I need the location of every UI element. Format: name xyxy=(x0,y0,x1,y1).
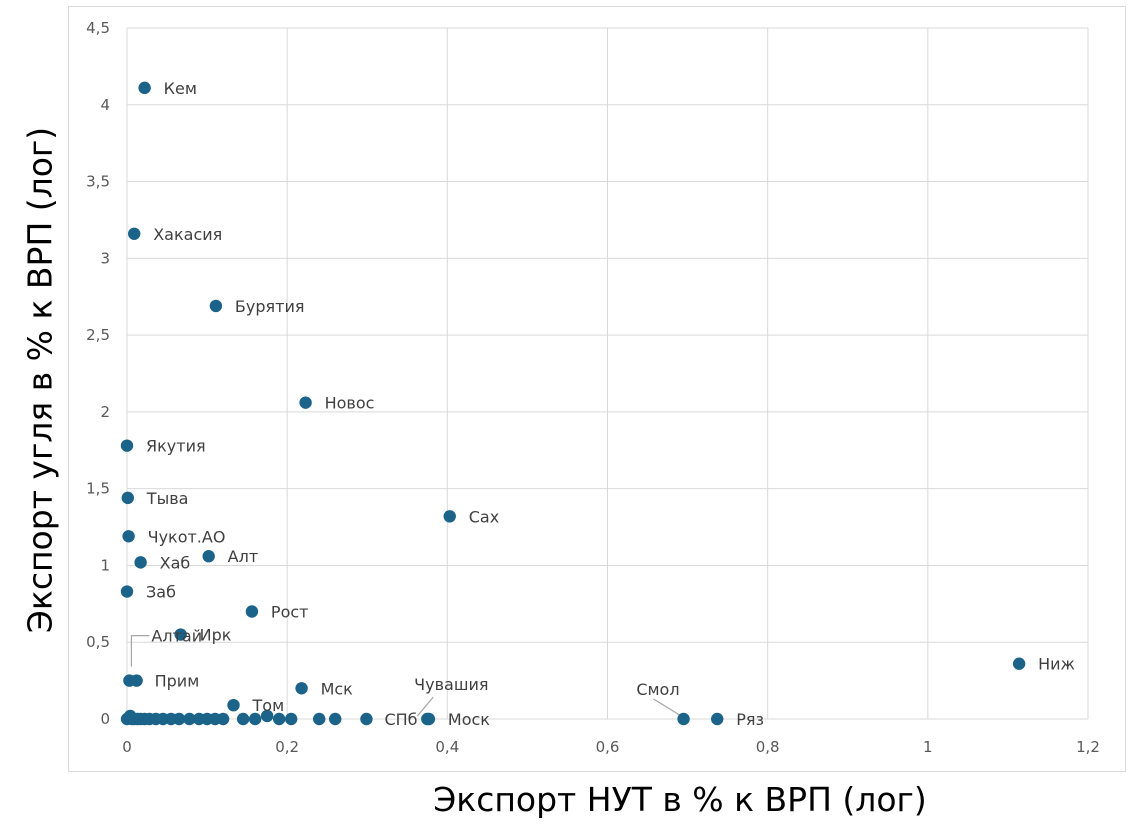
scatter-point xyxy=(130,674,143,687)
point-label: Тыва xyxy=(146,489,189,508)
point-label: Заб xyxy=(146,583,176,602)
scatter-point xyxy=(120,585,134,598)
point-label: Смол xyxy=(636,680,679,699)
point-label: Ирк xyxy=(200,626,232,645)
scatter-point xyxy=(272,712,286,726)
point-label: Чукот.АО xyxy=(148,527,226,546)
x-tick-label: 1 xyxy=(923,738,933,756)
scatter-point xyxy=(248,712,262,726)
scatter-point xyxy=(711,712,724,726)
scatter-point xyxy=(138,81,151,95)
scatter-point xyxy=(260,709,274,723)
point-label: Мск xyxy=(321,679,354,698)
x-tick-label: 0,8 xyxy=(756,738,780,756)
scatter-point xyxy=(174,628,187,641)
point-label: Том xyxy=(252,696,285,715)
scatter-point xyxy=(360,712,373,726)
y-tick-label: 3 xyxy=(100,249,110,267)
scatter-point xyxy=(443,510,456,523)
scatter-point xyxy=(677,712,690,726)
y-tick-label: 1,5 xyxy=(86,480,110,498)
scatter-point xyxy=(202,550,215,563)
chart-frame xyxy=(68,6,1126,772)
scatter-point xyxy=(299,396,312,409)
data-points xyxy=(120,81,1026,726)
x-tick-label: 0,4 xyxy=(435,738,459,756)
y-tick-label: 4,5 xyxy=(86,19,110,37)
y-tick-label: 0,5 xyxy=(86,633,110,651)
scatter-point xyxy=(120,439,134,452)
point-label: Бурятия xyxy=(235,297,305,316)
scatter-point xyxy=(121,491,135,505)
grid-lines xyxy=(126,27,1089,720)
scatter-point xyxy=(1012,657,1026,670)
point-label: Моск xyxy=(448,710,490,729)
point-label: Чувашия xyxy=(414,675,488,694)
point-label: Сах xyxy=(469,507,499,526)
point-label: Рост xyxy=(271,603,309,622)
scatter-point xyxy=(236,712,250,726)
axis-ticks: 0 0,2 0,4 0,6 0,8 1 1,2 0 0,5 1 1,5 2 2,5 3 3,5 4 4,5 xyxy=(86,19,1100,756)
scatter-point xyxy=(122,530,135,543)
scatter-point xyxy=(422,712,436,726)
point-label: Якутия xyxy=(146,437,206,456)
point-label: Алт xyxy=(228,547,259,566)
x-tick-label: 0,2 xyxy=(275,738,299,756)
x-tick-label: 0 xyxy=(122,738,132,756)
scatter-point xyxy=(134,556,147,569)
scatter-point xyxy=(284,712,298,726)
leader-line xyxy=(416,696,434,717)
y-tick-label: 4 xyxy=(100,96,110,114)
x-axis-title: Экспорт НУТ в % к ВРП (лог) xyxy=(433,780,927,819)
scatter-point xyxy=(128,227,141,240)
point-label: Хаб xyxy=(160,553,191,572)
point-label: Ряз xyxy=(736,710,764,729)
y-tick-label: 3,5 xyxy=(86,173,110,191)
y-tick-label: 1 xyxy=(100,556,110,574)
point-label: Новос xyxy=(325,394,375,413)
scatter-point xyxy=(227,698,240,712)
leader-line xyxy=(130,635,150,667)
point-label: Ниж xyxy=(1038,655,1075,674)
scatter-point xyxy=(313,712,326,726)
scatter-point xyxy=(245,605,259,618)
x-tick-label: 0,6 xyxy=(596,738,620,756)
scatter-point xyxy=(183,712,196,726)
y-tick-label: 2,5 xyxy=(86,326,110,344)
scatter-point xyxy=(209,299,223,313)
point-label: Алтай xyxy=(151,627,202,646)
scatter-point xyxy=(172,712,186,726)
point-label: СПб xyxy=(384,710,417,729)
point-label: Прим xyxy=(155,672,200,691)
data-labels: Кем Хакасия Бурятия Новос Якутия Тыва Сах Чукот… xyxy=(146,79,1075,729)
y-tick-label: 0 xyxy=(100,710,110,728)
point-label: Кем xyxy=(164,79,197,98)
scatter-point xyxy=(295,682,308,695)
x-tick-label: 1,2 xyxy=(1076,738,1100,756)
point-label: Хакасия xyxy=(153,225,222,244)
leader-lines xyxy=(130,635,680,717)
leader-line xyxy=(653,698,680,716)
scatter-point xyxy=(216,712,230,726)
y-axis-title: Экспорт угля в % к ВРП (лог) xyxy=(20,126,60,634)
y-tick-label: 2 xyxy=(100,403,110,421)
scatter-point xyxy=(329,712,342,726)
